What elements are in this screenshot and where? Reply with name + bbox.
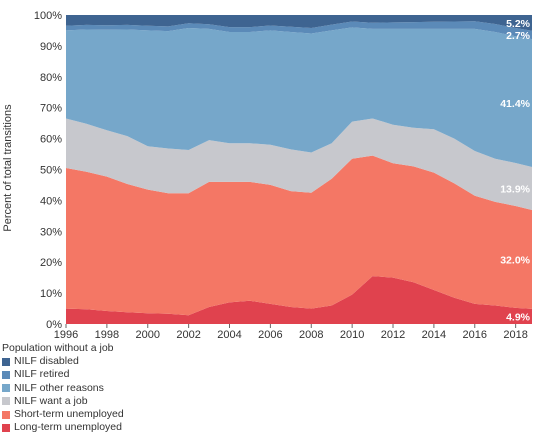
legend-swatch (2, 371, 10, 379)
end-value-labels: 5.2%2.7% 41.4% 13.9% 32.0% 4.9% (500, 18, 530, 324)
x-tick-label: 2018 (503, 329, 527, 341)
legend-swatch (2, 410, 10, 419)
x-tick-label: 2000 (136, 329, 160, 341)
y-tick-label: 30% (40, 226, 62, 238)
y-tick-label: 10% (40, 288, 62, 300)
legend-title: Population without a job (2, 342, 114, 354)
legend-label: NILF retired (14, 368, 70, 381)
legend-label: NILF other reasons (14, 381, 104, 394)
x-axis-ticks: 1996 1998 2000 2002 2004 2006 2008 2010 2012 2014… (54, 324, 528, 341)
legend-item: Short-term unemployed (2, 408, 124, 421)
x-tick-label: 1996 (54, 329, 78, 341)
y-tick-label: 60% (40, 134, 62, 146)
end-label-nilf-disabled: 5.2% (506, 18, 531, 30)
x-tick-label: 2006 (258, 329, 282, 341)
legend-item: NILF retired (2, 368, 124, 381)
y-tick-label: 50% (40, 165, 62, 177)
x-tick-label: 1998 (95, 329, 119, 341)
area-long-term-unemployed (66, 276, 532, 324)
legend-label: Short-term unemployed (14, 408, 124, 421)
y-tick-label: 80% (40, 72, 62, 84)
x-tick-label: 2012 (381, 329, 405, 341)
area-nilf-other-reasons (66, 27, 532, 168)
x-tick-label: 2010 (340, 329, 364, 341)
legend-label: NILF want a job (14, 394, 88, 407)
area-nilf-retired (66, 21, 532, 40)
y-tick-label: 0% (46, 319, 62, 331)
legend-swatch (2, 384, 10, 393)
end-label-nilf-retired: 2.7% (506, 30, 531, 42)
end-label-long-term-unemployed: 4.9% (506, 311, 531, 323)
y-axis-label: Percent of total transitions (2, 104, 14, 232)
legend-swatch (2, 357, 10, 366)
end-label-short-term-unemployed: 32.0% (500, 254, 530, 266)
x-tick-label: 2008 (299, 329, 323, 341)
area-layers (66, 15, 532, 324)
area-short-term-unemployed (66, 155, 532, 316)
y-tick-label: 90% (40, 41, 62, 53)
legend-item: Long-term unemployed (2, 421, 124, 434)
y-axis-ticks: 0% 10% 20% 30% 40% 50% 60% 70% 80% 90% 100% (34, 10, 62, 331)
x-tick-label: 2014 (422, 329, 446, 341)
stacked-area-chart: 0%10%20%30%40%50%60%70%80%90%100% 1996 19… (2, 10, 532, 341)
x-tick-label: 2002 (176, 329, 200, 341)
x-tick-label: 2016 (463, 329, 487, 341)
legend: Population without a job NILF disabled NI… (2, 342, 124, 434)
legend-item: NILF disabled (2, 355, 124, 368)
end-label-nilf-other-reasons: 41.4% (500, 98, 530, 110)
end-label-nilf-want-a-job: 13.9% (500, 184, 530, 196)
x-tick-label: 2004 (217, 329, 241, 341)
legend-item: NILF want a job (2, 395, 124, 408)
area-nilf-want-a-job (66, 118, 532, 210)
legend-items: NILF disabled NILF retired NILF other reas… (2, 355, 124, 434)
legend-label: NILF disabled (14, 355, 79, 368)
legend-label: Long-term unemployed (14, 421, 122, 434)
legend-item: NILF other reasons (2, 382, 124, 395)
legend-swatch (2, 397, 10, 406)
y-tick-label: 70% (40, 103, 62, 115)
area-nilf-disabled (66, 15, 532, 31)
y-tick-label: 40% (40, 195, 62, 207)
y-tick-label: 20% (40, 257, 62, 269)
y-tick-label: 100% (34, 10, 62, 22)
legend-swatch (2, 423, 10, 432)
